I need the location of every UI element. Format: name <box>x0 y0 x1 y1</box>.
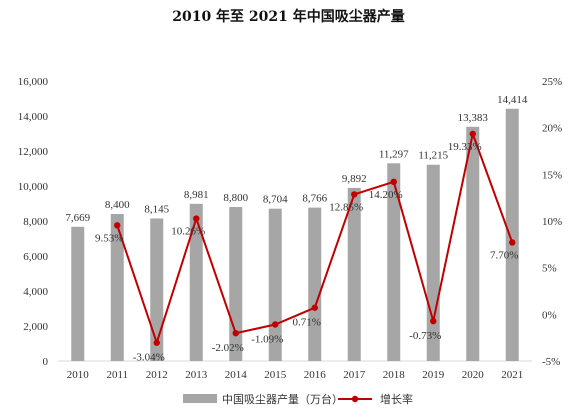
growth-point-2020 <box>469 130 476 138</box>
bar-data-label: 8,400 <box>105 199 130 211</box>
legend-bar-swatch <box>183 394 217 403</box>
growth-data-label: 14.20% <box>369 189 403 201</box>
y-left-tick-label: 6,000 <box>23 251 48 263</box>
growth-point-2021 <box>509 239 516 246</box>
y-right-tick-label: -5% <box>542 356 560 368</box>
growth-data-label: -2.02% <box>212 342 244 354</box>
bar-data-label: 7,669 <box>65 212 90 224</box>
x-tick-label: 2012 <box>146 369 168 381</box>
y-left-tick-label: 16,000 <box>18 76 49 88</box>
bar-2021 <box>505 108 519 361</box>
growth-data-label: -3.04% <box>133 352 165 364</box>
growth-point-2017 <box>351 191 358 198</box>
growth-data-label: 12.85% <box>329 201 363 213</box>
bar-2012 <box>150 218 164 361</box>
y-right-tick-label: 20% <box>542 123 562 135</box>
growth-data-label: 9.53% <box>95 232 123 244</box>
x-tick-label: 2020 <box>462 369 485 381</box>
growth-data-label: 7.70% <box>490 249 518 261</box>
growth-point-2014 <box>232 329 239 337</box>
growth-data-label: 19.33% <box>448 141 482 153</box>
growth-point-2019 <box>430 317 437 325</box>
x-tick-label: 2017 <box>343 369 366 381</box>
bar-2016 <box>308 207 322 361</box>
y-right-tick-label: 0% <box>542 309 557 321</box>
growth-data-label: -0.73% <box>409 330 441 342</box>
bar-2017 <box>347 187 361 361</box>
bar-2011 <box>110 214 124 361</box>
y-right-tick-label: 10% <box>542 216 562 228</box>
growth-point-2013 <box>193 215 200 222</box>
y-right-tick-label: 25% <box>542 76 562 88</box>
x-tick-label: 2010 <box>67 369 90 381</box>
growth-point-2011 <box>114 222 121 229</box>
bar-data-label: 8,145 <box>144 203 169 215</box>
growth-point-2016 <box>311 304 318 311</box>
y-right-tick-label: 15% <box>542 169 562 181</box>
x-tick-label: 2016 <box>304 369 327 381</box>
bar-data-label: 14,414 <box>497 94 528 106</box>
growth-point-2012 <box>153 339 160 346</box>
growth-point-2018 <box>390 178 397 185</box>
growth-point-2015 <box>272 321 279 328</box>
x-tick-label: 2019 <box>422 369 445 381</box>
bar-data-label: 8,704 <box>263 194 288 206</box>
y-right-tick-label: 5% <box>542 263 557 275</box>
growth-data-label: 10.26% <box>171 226 205 238</box>
growth-data-label: -1.09% <box>251 334 283 346</box>
bar-data-label: 13,383 <box>458 112 489 124</box>
y-left-tick-label: 0 <box>43 356 49 368</box>
bar-data-label: 8,800 <box>223 192 248 204</box>
growth-data-label: 0.71% <box>293 317 321 329</box>
chart-title: 2010 年至 2021 年中国吸尘器产量 <box>172 9 405 25</box>
bar-data-label: 11,215 <box>418 150 448 162</box>
legend-bar-label: 中国吸尘器产量（万台） <box>222 392 343 406</box>
y-left-tick-label: 8,000 <box>23 216 48 228</box>
bar-2013 <box>189 203 203 361</box>
x-tick-label: 2021 <box>501 369 523 381</box>
bar-2010 <box>71 226 85 361</box>
y-left-tick-label: 14,000 <box>18 111 49 123</box>
x-tick-label: 2014 <box>225 369 248 381</box>
x-tick-label: 2011 <box>106 369 128 381</box>
x-tick-label: 2018 <box>383 369 406 381</box>
bar-data-label: 9,892 <box>342 173 367 185</box>
y-left-tick-label: 4,000 <box>23 286 48 298</box>
bar-2014 <box>229 207 243 361</box>
bar-data-label: 11,297 <box>379 148 409 160</box>
bar-2018 <box>387 163 401 361</box>
y-left-tick-label: 2,000 <box>23 321 48 333</box>
x-tick-label: 2013 <box>185 369 208 381</box>
x-tick-label: 2015 <box>264 369 287 381</box>
y-left-tick-label: 10,000 <box>18 181 49 193</box>
legend-line-label: 增长率 <box>380 392 413 406</box>
bar-data-label: 8,981 <box>184 189 209 201</box>
bar-data-label: 8,766 <box>302 193 327 205</box>
bar-2020 <box>466 126 480 361</box>
legend-line-marker <box>351 395 359 403</box>
y-left-tick-label: 12,000 <box>18 146 49 158</box>
